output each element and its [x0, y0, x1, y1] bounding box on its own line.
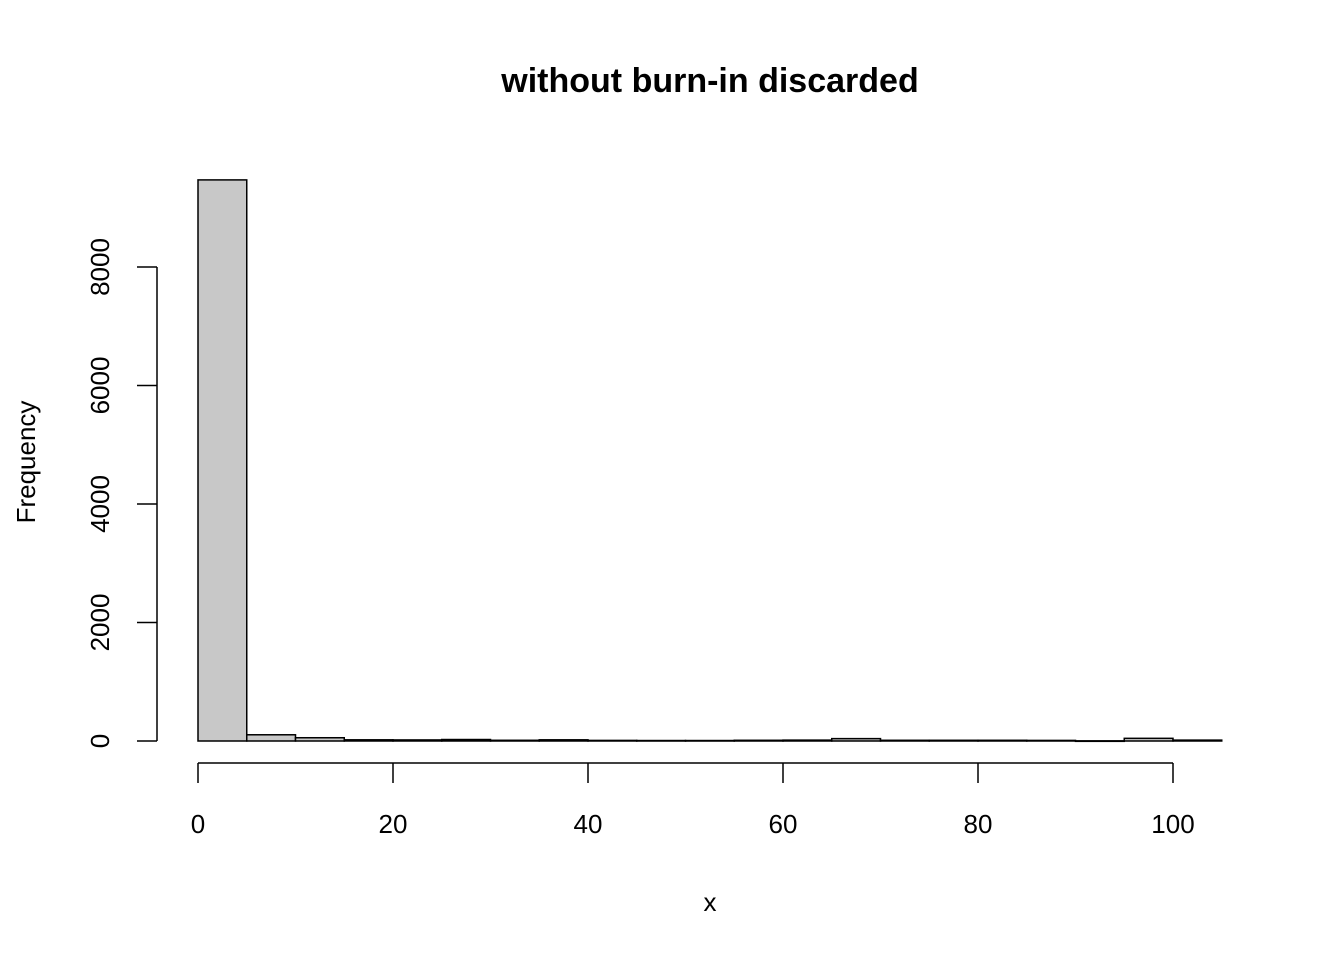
y-axis-label: Frequency: [11, 401, 41, 524]
histogram-bar: [831, 737, 882, 742]
histogram-bar: [197, 179, 248, 742]
histogram-bar: [392, 739, 443, 742]
histogram-bar: [1074, 740, 1125, 743]
x-tick-label: 60: [769, 809, 798, 839]
histogram-bar: [928, 739, 979, 742]
histogram-bar: [879, 739, 930, 742]
x-tick-label: 20: [379, 809, 408, 839]
histogram-bar: [489, 739, 540, 742]
x-tick-label: 80: [964, 809, 993, 839]
histogram-bar: [636, 739, 687, 742]
histogram-bar: [782, 739, 833, 742]
histogram-bar: [733, 739, 784, 742]
histogram-bar: [684, 739, 735, 742]
y-tick-label: 6000: [85, 357, 115, 415]
x-axis-label: x: [704, 887, 717, 917]
histogram-bar: [1026, 739, 1077, 742]
histogram-bar: [294, 736, 345, 742]
histogram-bar: [587, 739, 638, 742]
x-tick-label: 0: [191, 809, 205, 839]
x-tick-label: 40: [574, 809, 603, 839]
histogram-bar: [343, 739, 394, 742]
chart-title: without burn-in discarded: [500, 62, 918, 100]
histogram-bar: [1172, 739, 1223, 742]
histogram-bar: [441, 738, 492, 742]
histogram-bar: [538, 739, 589, 742]
y-tick-label: 8000: [85, 238, 115, 296]
histogram-bar: [246, 734, 297, 742]
y-tick-label: 0: [85, 734, 115, 748]
histogram-bar: [1123, 737, 1174, 742]
x-tick-label: 100: [1151, 809, 1194, 839]
histogram-bar: [977, 739, 1028, 742]
y-tick-label: 2000: [85, 594, 115, 652]
y-tick-label: 4000: [85, 475, 115, 533]
